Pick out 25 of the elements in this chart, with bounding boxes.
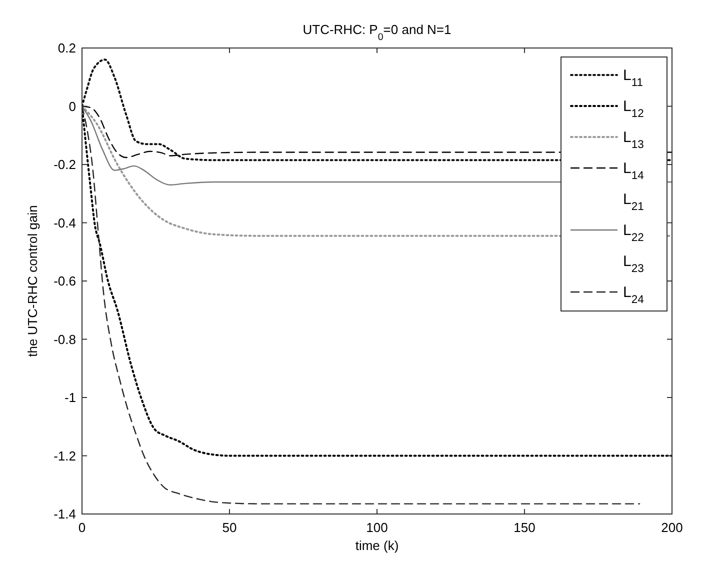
x-tick-label: 150 (514, 520, 536, 535)
y-axis-title: the UTC-RHC control gain (25, 205, 40, 357)
y-tick-label: -0.4 (54, 215, 76, 230)
x-tick-label: 0 (78, 520, 86, 535)
legend-label: L$_{24}$ (623, 284, 644, 306)
legend-label: L$_{13}$ (623, 129, 644, 151)
y-tick-label: -0.8 (54, 332, 76, 347)
chart-title: UTC-RHC: P$_{0}$=0 and N=1 (302, 22, 452, 42)
x-tick-label: 100 (366, 520, 388, 535)
x-tick-label: 200 (661, 520, 683, 535)
legend-label: L$_{11}$ (623, 67, 644, 89)
legend-label: L$_{22}$ (623, 222, 644, 244)
y-tick-label: -1 (64, 390, 76, 405)
y-tick-label: -0.2 (54, 157, 76, 172)
x-tick-label: 50 (222, 520, 237, 535)
y-tick-label: 0.2 (58, 40, 76, 56)
legend-label: L$_{12}$ (623, 98, 644, 120)
legend-label: L$_{14}$ (623, 160, 644, 182)
x-axis-title: time (k) (355, 538, 399, 553)
y-tick-label: -1.4 (54, 506, 76, 522)
y-tick-label: -0.6 (54, 274, 76, 288)
text: L$_{21}$ (623, 191, 644, 213)
y-tick-label: 0 (68, 98, 76, 114)
text: L$_{23}$ (623, 253, 644, 275)
y-tick-label: -1.2 (54, 448, 76, 464)
